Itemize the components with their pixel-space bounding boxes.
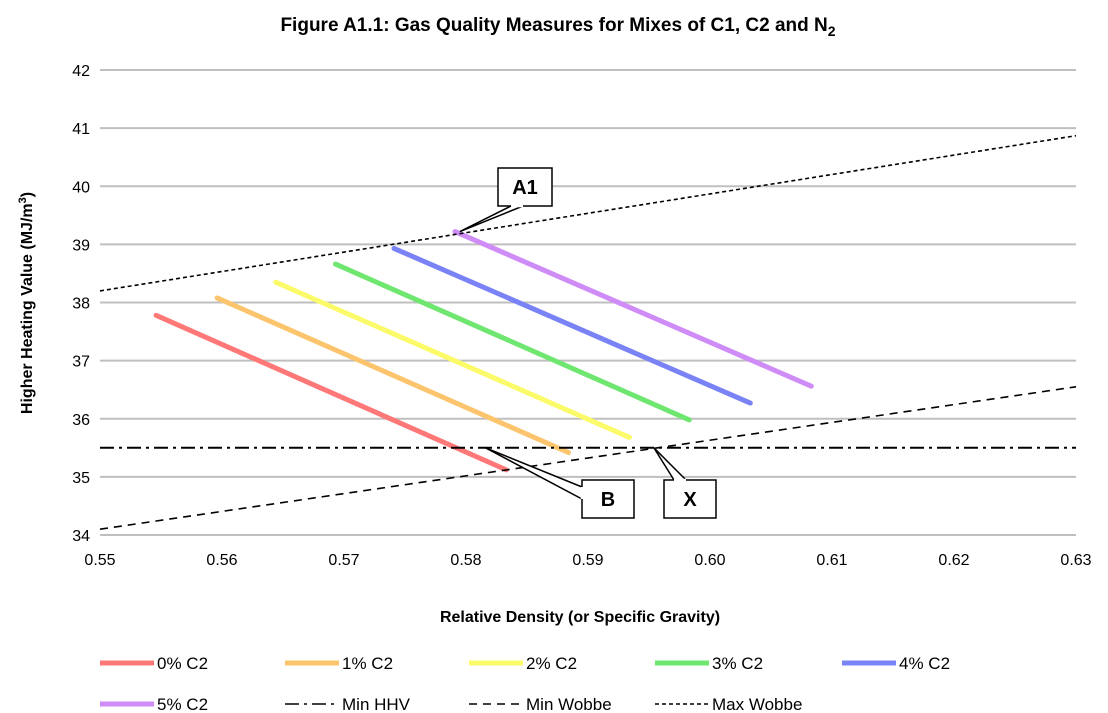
x-tick-label: 0.60 <box>694 552 725 569</box>
legend-label-2-c2: 2% C2 <box>526 654 577 673</box>
x-tick-label: 0.55 <box>84 552 115 569</box>
y-tick-label: 40 <box>72 179 90 196</box>
legend-label-1-c2: 1% C2 <box>342 654 393 673</box>
series-line-min-wobbe <box>99 386 1077 530</box>
legend-label-5-c2: 5% C2 <box>157 695 208 713</box>
callout-box-x <box>663 479 717 519</box>
y-tick-label: 34 <box>72 528 90 545</box>
series-line-3-c2 <box>333 261 692 423</box>
x-axis-ticks: 0.55 0.56 0.57 0.58 0.59 0.60 0.61 0.62 0.63 <box>84 552 1091 569</box>
y-tick-label: 42 <box>72 63 90 80</box>
legend-label-0-c2: 0% C2 <box>157 654 208 673</box>
legend-label-min-hhv: Min HHV <box>342 695 411 713</box>
callout-label-a1: A1 <box>512 177 538 199</box>
x-tick-label: 0.56 <box>206 552 237 569</box>
series-line-0-c2 <box>153 312 509 473</box>
series-line-4-c2 <box>391 245 753 406</box>
y-tick-label: 37 <box>72 354 90 371</box>
x-tick-label: 0.57 <box>328 552 359 569</box>
x-tick-label: 0.61 <box>816 552 847 569</box>
y-axis-ticks: 34 35 36 37 38 39 40 41 42 <box>72 63 90 545</box>
callout-pointer-x <box>653 447 688 481</box>
x-tick-label: 0.62 <box>938 552 969 569</box>
chart-title: Figure A1.1: Gas Quality Measures for Mi… <box>280 15 835 39</box>
legend-label-max-wobbe: Max Wobbe <box>712 695 802 713</box>
callout-label-b: B <box>601 489 615 511</box>
x-axis-title: Relative Density (or Specific Gravity) <box>440 609 720 626</box>
series-line-1-c2 <box>214 295 571 455</box>
series-line-max-wobbe <box>99 134 1077 292</box>
y-tick-label: 36 <box>72 412 90 429</box>
series-line-5-c2 <box>452 229 814 389</box>
legend-label-3-c2: 3% C2 <box>712 654 763 673</box>
series-line-2-c2 <box>273 279 632 440</box>
y-tick-label: 41 <box>72 121 90 138</box>
x-tick-label: 0.59 <box>572 552 603 569</box>
callout-pointer-a1 <box>459 205 524 233</box>
plot-series <box>99 134 1077 530</box>
legend-label-min-wobbe: Min Wobbe <box>526 695 612 713</box>
y-axis-title: Higher Heating Value (MJ/m3) <box>17 192 36 414</box>
callouts: A1 B X <box>459 167 717 519</box>
legend: 0% C2 1% C2 2% C2 3% C2 4% C2 5% C2 Min HHV Min… <box>100 654 950 713</box>
callout-box-a1 <box>497 167 553 207</box>
legend-label-4-c2: 4% C2 <box>899 654 950 673</box>
callout-label-x: X <box>683 489 697 511</box>
y-tick-label: 35 <box>72 470 90 487</box>
x-tick-label: 0.63 <box>1060 552 1091 569</box>
y-tick-label: 38 <box>72 296 90 313</box>
x-tick-label: 0.58 <box>450 552 481 569</box>
y-tick-label: 39 <box>72 237 90 254</box>
callout-pointer-b <box>485 447 583 501</box>
gridlines <box>100 69 1076 536</box>
